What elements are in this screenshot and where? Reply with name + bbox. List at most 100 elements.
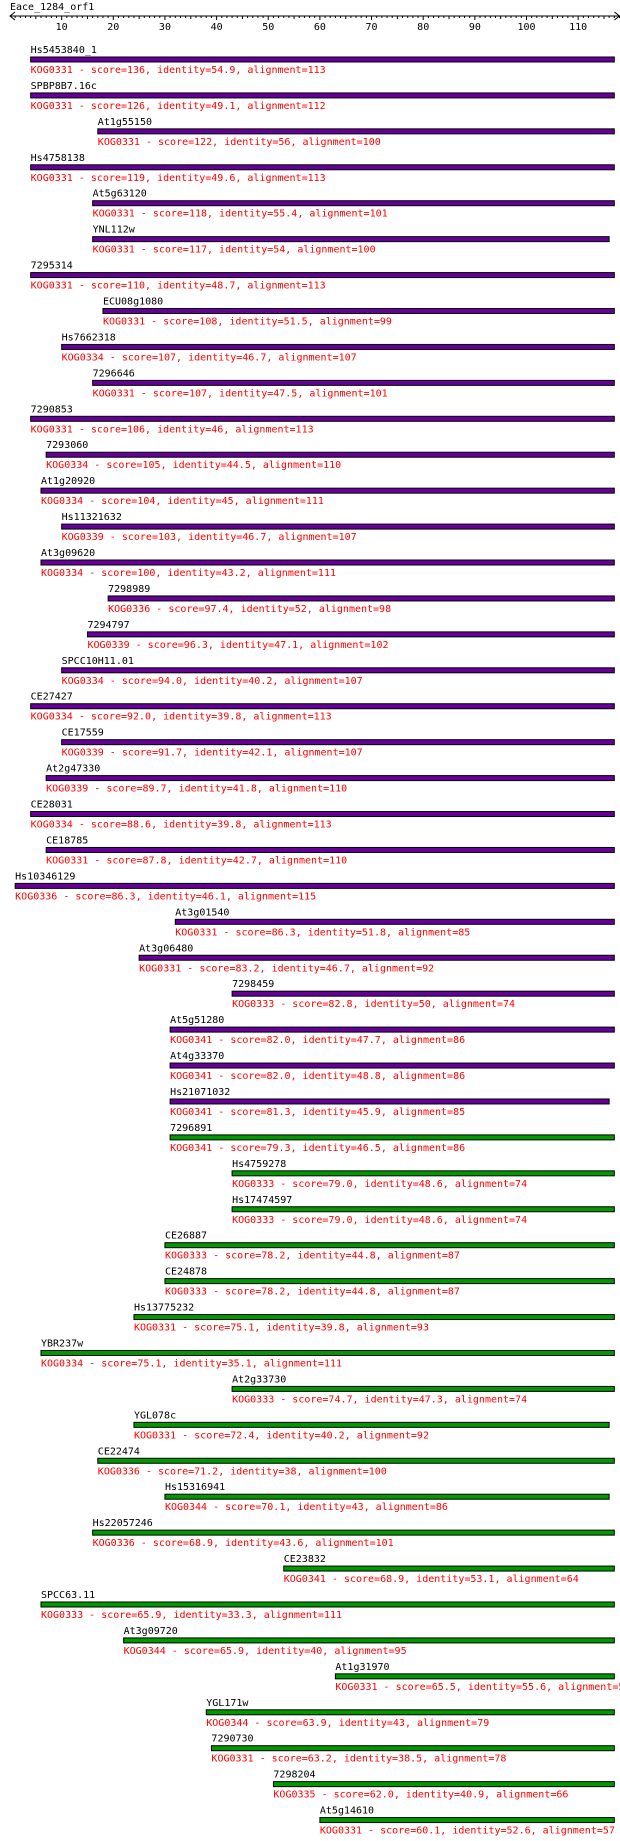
hit-name: At5g51280 [170,1015,224,1026]
hit-name: Hs22057246 [93,1518,153,1529]
hit-description: KOG0341 - score=79.3, identity=46.5, ali… [170,1143,465,1154]
hit-name: At3g09620 [41,548,95,559]
hit-row: 7298204 KOG0335 - score=62.0, identity=40… [272,1770,615,1801]
hit-row: YGL078c KOG0331 - score=72.4, identity=40… [133,1410,610,1441]
hit-description: KOG0331 - score=126, identity=49.1, alig… [31,101,326,112]
hit-bar [45,775,615,782]
hit-row: At5g63120 KOG0331 - score=118, identity=5… [92,189,615,220]
hit-row: Hs4758138 KOG0331 - score=119, identity=4… [30,153,615,184]
hit-description: KOG0334 - score=100, identity=43.2, alig… [41,568,336,579]
hit-description: KOG0334 - score=107, identity=46.7, alig… [62,352,357,363]
hit-name: CE17559 [62,728,104,739]
hit-name: 7298204 [273,1770,315,1781]
hit-description: KOG0331 - score=122, identity=56, alignm… [98,137,381,148]
hit-description: KOG0331 - score=72.4, identity=40.2, ali… [134,1430,429,1441]
hit-description: KOG0334 - score=88.6, identity=39.8, ali… [31,820,332,831]
hit-description: KOG0331 - score=75.1, identity=39.8, ali… [134,1323,429,1334]
hit-bar [169,1098,610,1105]
hit-description: KOG0331 - score=110, identity=48.7, alig… [31,281,326,292]
hit-list: Hs5453840_1 KOG0331 - score=136, identity… [14,45,620,1837]
hit-name: CE27427 [31,692,73,703]
hit-bar [231,990,615,997]
hit-name: SPCC63.11 [41,1590,95,1601]
hit-name: At3g01540 [175,907,229,918]
hit-description: KOG0331 - score=65.5, identity=55.6, ali… [335,1682,620,1693]
hit-row: SPCC10H11.01 KOG0334 - score=94.0, identi… [61,656,615,687]
hit-name: CE24878 [165,1267,207,1278]
hit-bar [123,1637,615,1644]
hit-name: Hs10346129 [15,871,75,882]
hit-bar [30,811,615,818]
hit-description: KOG0333 - score=78.2, identity=44.8, ali… [165,1251,460,1262]
hit-row: CE22474 KOG0336 - score=71.2, identity=38… [97,1446,615,1477]
hit-bar [40,1349,615,1356]
hit-bar [174,918,615,925]
hit-bar [30,415,615,422]
x-tick-label: 20 [107,22,119,33]
hit-row: ECU08g1080 KOG0331 - score=108, identity=… [102,297,615,328]
hit-bar [133,1421,610,1428]
hit-description: KOG0333 - score=79.0, identity=48.6, ali… [232,1215,527,1226]
hit-bar [61,667,615,674]
hit-name: At1g20920 [41,476,95,487]
hit-description: KOG0334 - score=94.0, identity=40.2, ali… [62,676,363,687]
hit-description: KOG0331 - score=87.8, identity=42.7, ali… [46,855,347,866]
hit-row: At2g33730 KOG0333 - score=74.7, identity=… [231,1374,615,1405]
hit-name: At3g09720 [124,1626,178,1637]
hit-name: 7296891 [170,1123,212,1134]
hit-name: YBR237w [41,1338,84,1349]
hit-row: 7294797 KOG0339 - score=96.3, identity=47… [86,620,615,651]
hit-name: At4g33370 [170,1051,224,1062]
x-tick-label: 50 [262,22,274,33]
hit-name: SPBP8B7.16c [31,81,97,92]
hit-description: KOG0331 - score=83.2, identity=46.7, ali… [139,963,434,974]
hit-name: CE26887 [165,1231,207,1242]
hit-row: Hs7662318 KOG0334 - score=107, identity=4… [61,332,615,363]
hit-bar [40,487,615,494]
hit-name: CE23832 [284,1554,326,1565]
hit-row: 7295314 KOG0331 - score=110, identity=48.… [30,261,615,292]
hit-row: 7296891 KOG0341 - score=79.3, identity=46… [169,1123,615,1154]
hit-bar [283,1565,615,1572]
hit-bar [30,703,615,710]
hit-name: CE22474 [98,1446,140,1457]
hit-bar [30,92,615,99]
hit-name: Hs13775232 [134,1303,194,1314]
hit-bar [92,200,615,207]
hit-description: KOG0341 - score=82.0, identity=48.8, ali… [170,1071,465,1082]
hit-bar [92,236,610,243]
hit-row: At1g31970 KOG0331 - score=65.5, identity=… [334,1662,620,1693]
hit-bar [164,1493,610,1500]
hit-name: At2g47330 [46,764,100,775]
hit-name: YGL078c [134,1410,176,1421]
hit-name: At3g06480 [139,943,193,954]
hit-row: CE23832 KOG0341 - score=68.9, identity=53… [283,1554,615,1585]
hit-row: At1g20920 KOG0334 - score=104, identity=4… [40,476,615,507]
x-tick-label: 110 [569,22,587,33]
hit-row: At4g33370 KOG0341 - score=82.0, identity=… [169,1051,615,1082]
hit-row: At5g51280 KOG0341 - score=82.0, identity=… [169,1015,615,1046]
hit-row: 7290730 KOG0331 - score=63.2, identity=38… [210,1734,615,1765]
hit-bar [45,846,615,853]
hit-name: Hs11321632 [62,512,122,523]
hit-name: 7296646 [93,368,135,379]
hit-description: KOG0331 - score=106, identity=46, alignm… [31,424,314,435]
hit-bar [40,559,615,566]
hit-description: KOG0331 - score=118, identity=55.4, alig… [93,209,388,220]
hit-name: Hs4758138 [31,153,85,164]
hit-name: Hs4759278 [232,1159,286,1170]
hit-description: KOG0336 - score=97.4, identity=52, align… [108,604,391,615]
hit-bar [169,1062,615,1069]
hit-description: KOG0336 - score=71.2, identity=38, align… [98,1466,387,1477]
hit-row: At3g09620 KOG0334 - score=100, identity=4… [40,548,615,579]
hit-row: At5g14610 KOG0331 - score=60.1, identity=… [319,1806,615,1837]
hit-description: KOG0333 - score=78.2, identity=44.8, ali… [165,1287,460,1298]
hit-name: 7295314 [31,261,73,272]
hit-name: At5g63120 [93,189,147,200]
hit-name: At5g14610 [320,1806,374,1817]
hit-name: ECU08g1080 [103,297,163,308]
hit-description: KOG0344 - score=65.9, identity=40, align… [124,1646,407,1657]
hit-bar [86,631,615,638]
hit-bar [61,739,615,746]
hit-description: KOG0341 - score=68.9, identity=53.1, ali… [284,1574,579,1585]
